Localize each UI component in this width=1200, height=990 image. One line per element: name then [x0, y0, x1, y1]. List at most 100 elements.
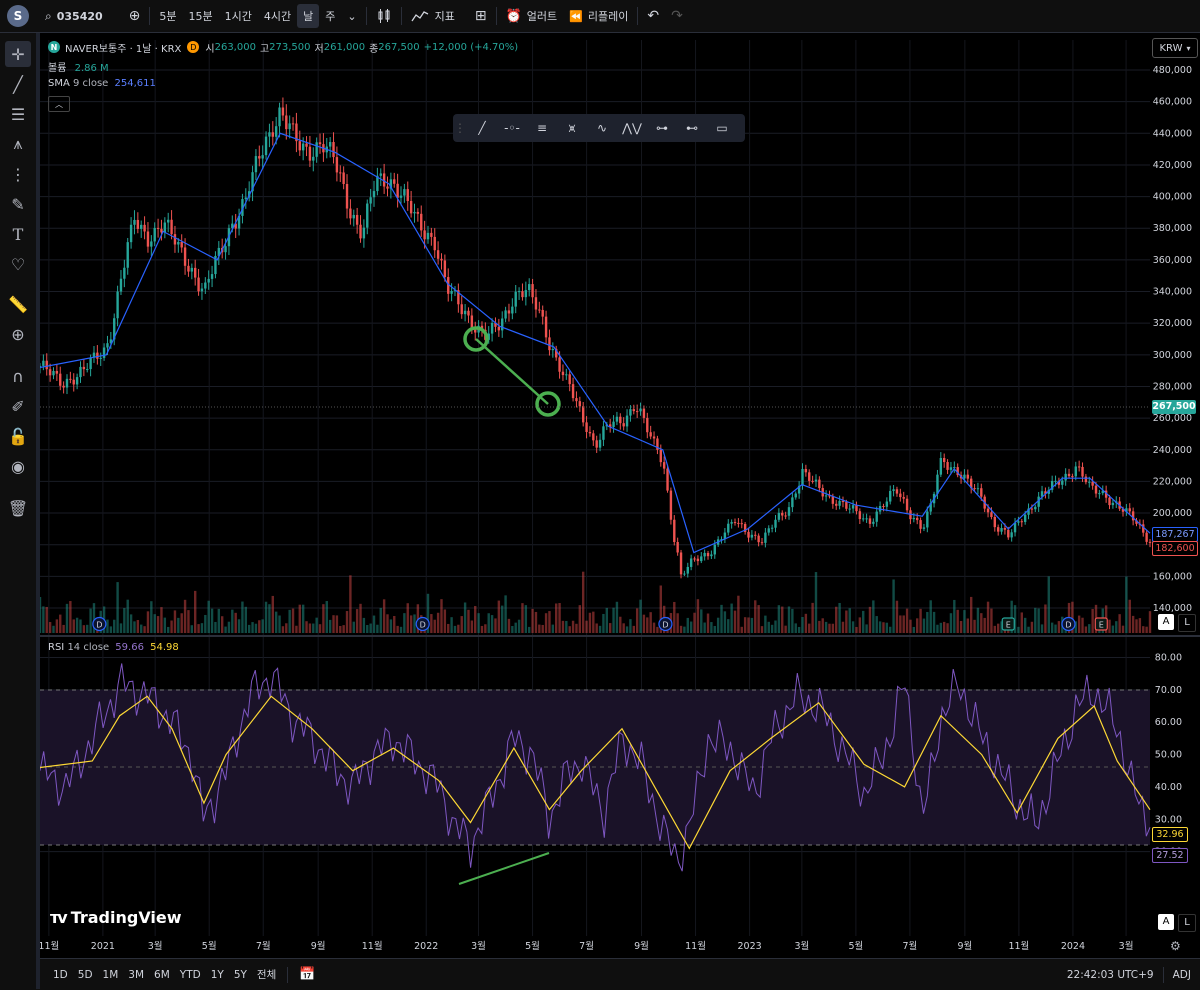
range-5y[interactable]: 5Y [233, 968, 247, 981]
symbol-search[interactable]: ⌕ 035420 [39, 0, 109, 32]
ruler-tool[interactable]: 📏 [5, 291, 31, 317]
candle-body [1125, 508, 1128, 512]
pattern-tool[interactable]: ⩚ [5, 131, 31, 157]
volume-bar [318, 624, 322, 633]
adj-toggle[interactable]: ADJ [1172, 968, 1191, 981]
volume-bar [490, 615, 494, 633]
crosshair-tool[interactable]: ✛ [5, 41, 31, 67]
rsi-annotation-line[interactable] [458, 852, 550, 885]
volume-bar [781, 606, 784, 633]
range-5d[interactable]: 5D [77, 968, 93, 981]
layout-button[interactable]: ⊞ [469, 0, 493, 32]
interval-15m[interactable]: 15분 [188, 10, 213, 23]
heart-icon: ♡ [10, 254, 26, 274]
range-1m[interactable]: 1M [102, 968, 119, 981]
candle-body [899, 493, 902, 498]
goto-date-button[interactable]: 📅 [294, 967, 320, 982]
sma-label[interactable]: SMA [48, 78, 70, 89]
range-ytd[interactable]: YTD [179, 968, 201, 981]
log-scale-button[interactable]: L [1178, 614, 1196, 632]
candle-body [372, 191, 376, 198]
brush-tool[interactable]: ✎ [5, 191, 31, 217]
interval-week[interactable]: 주 [325, 10, 336, 23]
compare-button[interactable]: ⊕ [123, 0, 147, 32]
chart-canvas[interactable]: 480,000 460,000 440,000 420,000 400,000 380,0… [40, 33, 1200, 958]
candle-body [453, 290, 457, 292]
fl-long-position[interactable]: ⊶ [647, 114, 677, 142]
settings-button[interactable]: ⚙ [1170, 939, 1184, 953]
chart-type-button[interactable] [370, 0, 398, 32]
horizontal-ray-icon: -◦- [504, 121, 520, 135]
zoom-tool[interactable]: ⊕ [5, 321, 31, 347]
interval-dropdown[interactable]: ⌄ [341, 0, 362, 32]
candle-body [403, 189, 406, 196]
icon-tool[interactable]: ♡ [5, 251, 31, 277]
clock-timezone[interactable]: 22:42:03 UTC+9 [1066, 968, 1154, 981]
volume-bar [163, 617, 167, 633]
volume-bar [247, 624, 251, 633]
range-3m[interactable]: 3M [128, 968, 145, 981]
candle-body [271, 132, 274, 137]
volume-bar [629, 619, 632, 633]
trendline-tool[interactable]: ╱ [5, 71, 31, 97]
rewind-icon: ⏪ [569, 9, 583, 23]
range-all[interactable]: 전체 [256, 969, 277, 981]
abcd-icon: ⋀⋁ [622, 121, 642, 135]
candle-body [777, 512, 781, 520]
volume-bar [1148, 611, 1152, 633]
range-6m[interactable]: 6M [154, 968, 170, 981]
indicators-button[interactable]: 지표 [405, 0, 461, 32]
forecast-tool[interactable]: ⋮ [5, 161, 31, 187]
text-tool[interactable]: T [5, 221, 31, 247]
redo-button[interactable]: ↷ [665, 0, 689, 32]
fl-rectangle[interactable]: ▭ [707, 114, 737, 142]
fl-elliott[interactable]: ∿ [587, 114, 617, 142]
range-1y[interactable]: 1Y [210, 968, 224, 981]
candle-body [710, 554, 713, 557]
magnet-tool[interactable]: ∩ [5, 363, 31, 389]
collapse-legend-button[interactable]: ︿ [48, 96, 70, 112]
interval-5m[interactable]: 5분 [159, 10, 177, 23]
fl-pattern[interactable]: ⩙ [557, 114, 587, 142]
account-logo[interactable]: S [7, 5, 29, 27]
fl-horizontal-ray[interactable]: -◦- [497, 114, 527, 142]
currency-selector[interactable]: KRW ▾ [1152, 38, 1198, 58]
hide-tool[interactable]: ◉ [5, 453, 31, 479]
volume-bar [808, 623, 811, 633]
alert-button[interactable]: ⏰ 얼러트 [500, 0, 564, 32]
rsi-auto-scale-button[interactable]: A [1158, 914, 1174, 930]
range-1d[interactable]: 1D [53, 968, 68, 981]
volume-bar [936, 624, 939, 633]
volume-bar [747, 617, 750, 633]
fib-tool[interactable]: ☰ [5, 101, 31, 127]
volume-bar [227, 621, 231, 633]
volume-bar [821, 618, 824, 633]
candle-body [1111, 502, 1115, 506]
interval-4h[interactable]: 4시간 [263, 10, 292, 23]
fl-abcd[interactable]: ⋀⋁ [617, 114, 647, 142]
replay-button[interactable]: ⏪ 리플레이 [563, 0, 634, 32]
price-tick-label: 280,000 [1153, 381, 1192, 392]
time-axis[interactable]: 11월 2021 3월 5월 7월 9월 11월 2022 3월 5월 7월 9월 11월 2023 3월 5… [40, 940, 1133, 952]
volume-bar [767, 621, 770, 633]
rsi-label[interactable]: RSI [48, 642, 65, 653]
fl-parallel-channel[interactable]: ≡ [527, 114, 557, 142]
interval-day[interactable]: 날 [297, 4, 320, 28]
legend-title[interactable]: NAVER보통주 · 1날 · KRX [65, 43, 182, 55]
delete-tool[interactable]: 🗑 [5, 495, 31, 521]
undo-button[interactable]: ↶ [641, 0, 665, 32]
fl-trendline[interactable]: ╱ [467, 114, 497, 142]
volume-label[interactable]: 볼륨 [48, 63, 67, 74]
fl-range[interactable]: ⊷ [677, 114, 707, 142]
price-annotation[interactable] [463, 326, 561, 417]
candle-body [1128, 508, 1131, 512]
interval-1h[interactable]: 1시간 [224, 10, 252, 23]
lock-tool[interactable]: 🔓 [5, 423, 31, 449]
stay-drawing-tool[interactable]: ✐ [5, 393, 31, 419]
rsi-log-scale-button[interactable]: L [1178, 914, 1196, 932]
auto-scale-button[interactable]: A [1158, 614, 1174, 630]
volume-bar [447, 623, 450, 633]
drag-handle[interactable]: ⋮ [453, 114, 467, 142]
volume-bar [460, 616, 463, 633]
volume-bar [598, 625, 602, 633]
